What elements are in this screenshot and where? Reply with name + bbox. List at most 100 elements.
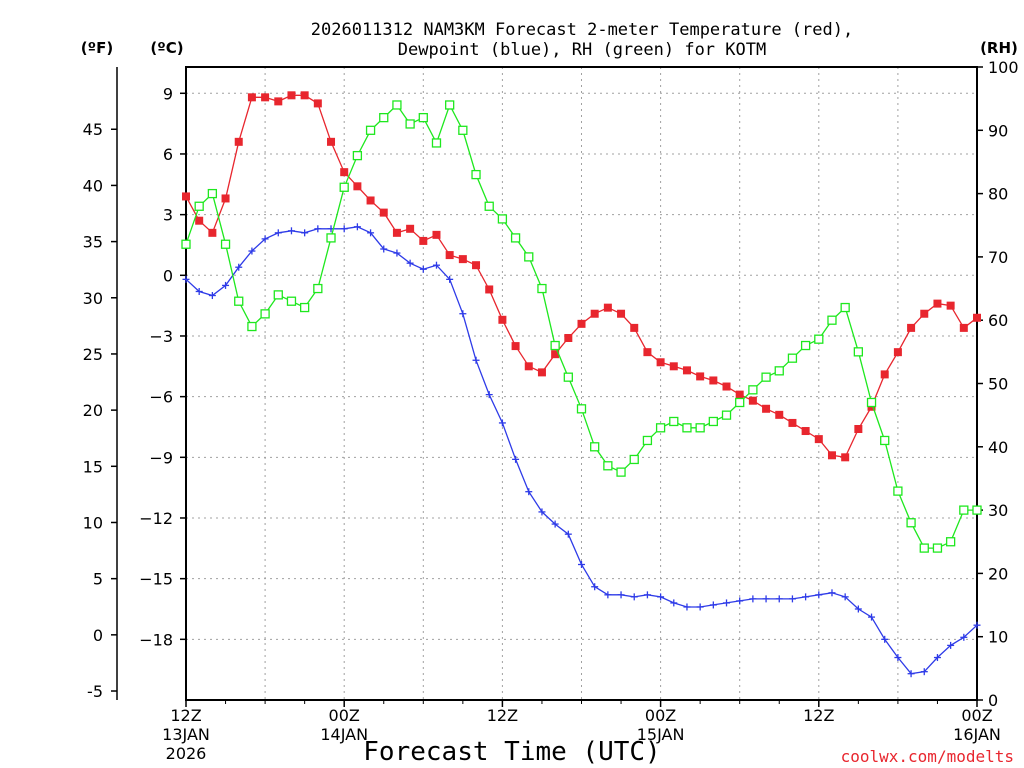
- relative-humidity-point: [655, 423, 666, 433]
- dewpoint-point: [314, 225, 322, 233]
- x-tick-date: 14JAN: [320, 725, 368, 744]
- dewpoint-point: [920, 668, 928, 676]
- relative-humidity-point: [616, 467, 626, 477]
- temperature-point: [920, 309, 929, 318]
- x-axis-label: Forecast Time (UTC): [363, 737, 660, 767]
- tick-labels: 454035302520151050-59630−3−6−9−12−15−181…: [83, 58, 1019, 763]
- temperature-point: [682, 366, 691, 375]
- celsius-tick-label: −3: [149, 327, 173, 346]
- relative-humidity-point: [708, 416, 718, 427]
- dewpoint-point: [261, 235, 269, 243]
- dewpoint-point: [380, 245, 388, 253]
- temperature-point: [195, 216, 204, 225]
- relative-humidity-point: [669, 416, 679, 427]
- dewpoint-point: [736, 597, 744, 605]
- celsius-tick-label: −15: [139, 570, 173, 589]
- temperature-point: [893, 348, 902, 357]
- rh-tick-label: 0: [988, 691, 998, 710]
- relative-humidity-point: [260, 309, 270, 319]
- relative-humidity-point: [207, 188, 218, 199]
- temperature-point: [775, 410, 784, 419]
- temperature-point: [485, 285, 494, 294]
- fahrenheit-tick-label: 10: [83, 513, 103, 532]
- dewpoint-point: [432, 261, 440, 269]
- x-tick-label: 12Z: [803, 706, 834, 725]
- dewpoint-point: [578, 561, 585, 569]
- dewpoint-point: [854, 605, 862, 613]
- fahrenheit-tick-label: 5: [93, 570, 103, 589]
- temperature-point: [511, 342, 520, 351]
- relative-humidity-point: [906, 518, 916, 528]
- rh-tick-label: 100: [988, 58, 1019, 77]
- temperature-point: [564, 333, 573, 342]
- temperature-point: [524, 362, 533, 371]
- fahrenheit-tick-label: 35: [83, 233, 103, 252]
- temperature-point: [788, 418, 797, 427]
- dewpoint-point: [446, 275, 454, 283]
- temperature-point: [327, 137, 336, 146]
- temperature-point: [959, 323, 968, 332]
- relative-humidity-point: [418, 112, 428, 123]
- temperature-point: [841, 453, 850, 462]
- relative-humidity-point: [682, 423, 692, 433]
- relative-humidity-point: [431, 138, 442, 148]
- temperature-point: [973, 313, 981, 322]
- relative-humidity-point: [365, 125, 376, 135]
- temperature-point: [854, 425, 863, 434]
- relative-humidity-point: [326, 233, 336, 243]
- fahrenheit-tick-label: 45: [83, 120, 103, 139]
- relative-humidity-point: [392, 100, 402, 110]
- temperature-point: [617, 309, 626, 318]
- x-tick-label: 00Z: [961, 706, 992, 725]
- temperature-point: [762, 404, 771, 413]
- relative-humidity-point: [629, 454, 639, 465]
- relative-humidity-point: [972, 505, 982, 515]
- dewpoint-point: [512, 455, 520, 463]
- dewpoint-point: [367, 229, 375, 237]
- temperature-point: [551, 350, 560, 359]
- temperature-point: [366, 196, 375, 205]
- temperature-point: [696, 372, 705, 381]
- relative-humidity-point: [379, 112, 389, 123]
- dewpoint-point: [248, 247, 256, 255]
- temperature-point: [577, 319, 586, 328]
- dewpoint-point: [591, 583, 599, 591]
- dewpoint-point: [788, 595, 796, 603]
- dewpoint-point: [696, 603, 704, 611]
- dewpoint-point: [683, 603, 691, 611]
- credit-text: coolwx.com/modelts: [841, 747, 1014, 766]
- relative-humidity-point: [774, 366, 784, 376]
- temperature-point: [801, 427, 810, 436]
- dewpoint-point: [564, 530, 572, 538]
- celsius-axis-unit: (ºC): [150, 39, 183, 57]
- relative-humidity-point: [484, 201, 494, 211]
- temperature-point: [287, 91, 296, 100]
- temperature-point: [340, 168, 349, 177]
- celsius-tick-label: 6: [163, 145, 173, 164]
- dewpoint-point: [723, 599, 731, 607]
- dewpoint-point: [222, 281, 230, 289]
- temperature-point: [182, 192, 190, 201]
- dewpoint-point: [551, 520, 559, 528]
- dewpoint-point: [353, 223, 361, 231]
- temperature-point: [419, 236, 428, 245]
- relative-humidity-point: [761, 372, 771, 382]
- rh-tick-label: 50: [988, 375, 1008, 394]
- dewpoint-point: [868, 613, 876, 621]
- dewpoint-point: [828, 589, 836, 597]
- relative-humidity-point: [590, 442, 600, 452]
- plot-frame: [185, 66, 978, 701]
- temperature-point: [392, 228, 401, 237]
- chart-title-line-2: Dewpoint (blue), RH (green) for KOTM: [398, 40, 766, 60]
- temperature-point: [208, 228, 217, 237]
- temperature-point: [946, 301, 955, 310]
- temperature-point: [274, 97, 283, 106]
- dewpoint-point: [274, 229, 282, 237]
- relative-humidity-point: [352, 150, 363, 161]
- dewpoint-point: [775, 595, 783, 603]
- temperature-point: [669, 362, 678, 371]
- relative-humidity-point: [919, 543, 929, 553]
- relative-humidity-point: [642, 435, 653, 446]
- relative-humidity-point: [576, 404, 587, 414]
- dewpoint-point: [301, 229, 309, 237]
